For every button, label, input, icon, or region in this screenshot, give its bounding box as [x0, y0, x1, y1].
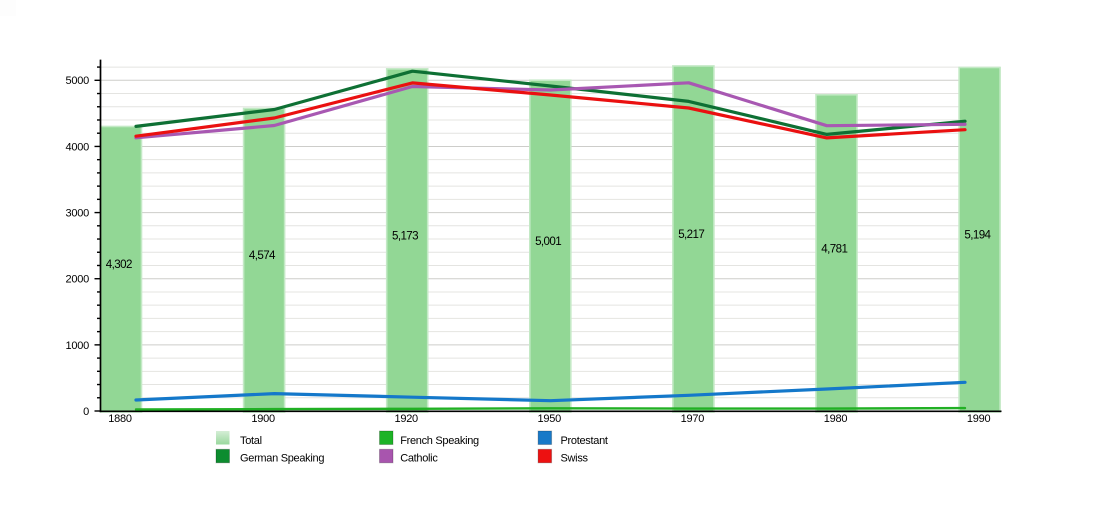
svg-text:5,001: 5,001 [535, 235, 561, 248]
svg-text:Total: Total [240, 435, 262, 447]
svg-text:Catholic: Catholic [400, 452, 438, 464]
svg-text:Protestant: Protestant [561, 435, 608, 447]
svg-text:5000: 5000 [66, 75, 90, 87]
svg-text:0: 0 [83, 406, 89, 418]
svg-text:5,194: 5,194 [964, 229, 991, 242]
svg-text:1900: 1900 [251, 413, 275, 425]
svg-text:4,574: 4,574 [249, 249, 276, 262]
svg-text:4,781: 4,781 [821, 242, 847, 255]
svg-text:2000: 2000 [66, 274, 90, 286]
svg-text:1000: 1000 [66, 340, 90, 352]
svg-text:5,173: 5,173 [392, 229, 418, 242]
svg-text:1980: 1980 [824, 413, 848, 425]
svg-text:1880: 1880 [108, 413, 132, 425]
svg-text:4000: 4000 [66, 141, 90, 153]
svg-text:German Speaking: German Speaking [240, 452, 324, 464]
svg-text:4,302: 4,302 [106, 258, 132, 271]
svg-text:Swiss: Swiss [561, 452, 589, 464]
svg-text:1950: 1950 [538, 413, 562, 425]
svg-text:3000: 3000 [66, 207, 90, 219]
svg-text:1970: 1970 [681, 413, 705, 425]
svg-text:1920: 1920 [394, 413, 418, 425]
svg-text:5,217: 5,217 [678, 228, 704, 241]
svg-text:1990: 1990 [967, 413, 991, 425]
svg-text:French Speaking: French Speaking [400, 435, 479, 447]
